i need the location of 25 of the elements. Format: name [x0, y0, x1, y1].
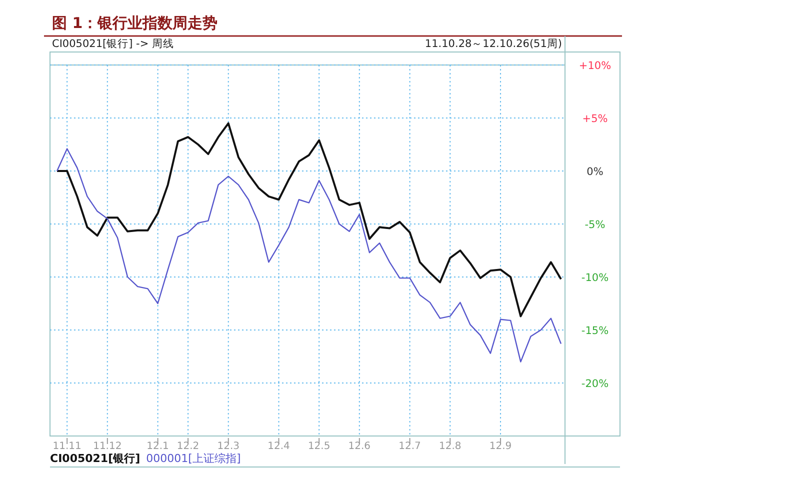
text: CI005021[银行] — [50, 452, 140, 465]
y-tick-label: +5% — [582, 113, 608, 125]
x-tick-label: 11.11 — [52, 441, 82, 452]
x-tick-label: 12.5 — [308, 441, 330, 452]
x-tick-label: 11.12 — [93, 441, 122, 452]
x-tick-label: 12.6 — [348, 441, 371, 452]
line-series — [56, 122, 562, 318]
y-tick-label: -20% — [581, 378, 609, 390]
chart-title: 图 1：银行业指数周走势 — [52, 14, 218, 32]
x-tick-label: 12.4 — [268, 441, 290, 452]
y-tick-label: -15% — [581, 325, 609, 337]
text: 11.10.28～12.10.26(51周) — [424, 38, 562, 50]
y-tick-label: 0% — [586, 166, 604, 178]
text: 000001[上证综指] — [146, 452, 241, 465]
x-tick-label: 12.2 — [176, 441, 200, 452]
x-tick-label: 12.1 — [146, 441, 169, 452]
chart-subtitle: CI005021[银行] -> 周线 — [52, 37, 174, 50]
line-series — [56, 148, 562, 362]
x-tick-label: 12.8 — [438, 441, 462, 452]
y-tick-label: -10% — [581, 272, 609, 284]
x-tick-label: 12.9 — [489, 441, 512, 452]
y-tick-label: -5% — [584, 219, 606, 231]
x-tick-label: 12.3 — [217, 441, 240, 452]
x-tick-label: 12.7 — [398, 441, 421, 452]
y-tick-label: +10% — [578, 60, 612, 72]
